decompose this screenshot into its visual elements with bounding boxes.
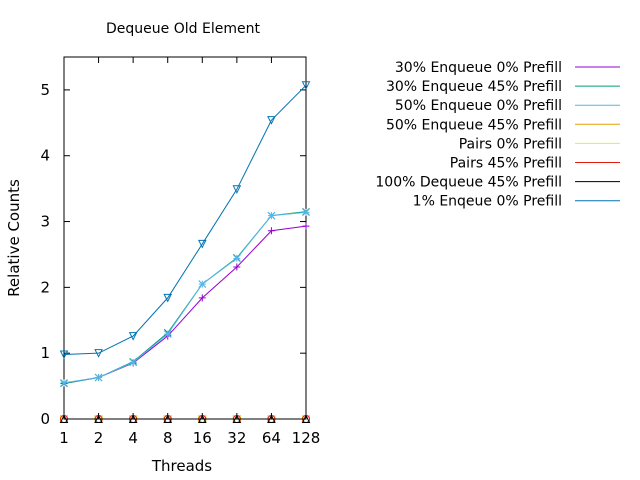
x-tick-label: 1 [59, 429, 69, 447]
y-tick-label: 5 [40, 81, 50, 99]
series-30-enqueue-0-prefill [60, 222, 310, 387]
series-50-enqueue-0-prefill [60, 208, 310, 387]
y-tick-label: 2 [40, 278, 50, 296]
x-tick-label: 32 [227, 429, 246, 447]
legend: 30% Enqueue 0% Prefill 30% Enqueue 45% Pr… [375, 60, 620, 210]
data-point [59, 350, 69, 360]
legend-label: 1% Enqeue 0% Prefill [413, 194, 562, 210]
legend-label: Pairs 45% Prefill [450, 156, 562, 172]
y-tick-labels: 0 1 2 3 4 5 [40, 81, 50, 428]
legend-label: Pairs 0% Prefill [459, 136, 562, 152]
data-point [94, 414, 103, 423]
data-point [233, 263, 241, 271]
series-line [63, 225, 307, 384]
data-point [232, 414, 242, 423]
chart-title: Dequeue Old Element [106, 21, 260, 37]
data-point [198, 280, 207, 288]
data-point [198, 294, 206, 302]
series-layer [59, 81, 311, 423]
x-tick-labels: 1 2 4 8 16 32 64 128 [59, 429, 320, 447]
data-point [163, 293, 173, 303]
data-point [197, 239, 207, 249]
legend-label: 50% Enqueue 45% Prefill [386, 117, 562, 133]
y-tick-label: 3 [40, 213, 50, 231]
series-30-enqueue-45-prefill [60, 207, 310, 388]
series-line [63, 211, 307, 384]
data-point [59, 414, 69, 423]
data-point [267, 227, 275, 235]
x-tick-label: 8 [163, 429, 173, 447]
data-point [267, 414, 276, 423]
data-point [163, 414, 173, 423]
data-point [232, 185, 242, 194]
x-tick-label: 128 [292, 429, 321, 447]
data-point [301, 414, 311, 423]
x-tick-label: 64 [262, 429, 281, 447]
legend-label: 50% Enqueue 0% Prefill [395, 98, 562, 114]
data-point [301, 81, 311, 90]
legend-label: 100% Dequeue 45% Prefill [375, 175, 562, 191]
x-tick-label: 16 [193, 429, 212, 447]
series-1-enqeue-0-prefill [59, 81, 311, 360]
series-line [63, 84, 307, 355]
data-point [94, 349, 103, 358]
y-tick-label: 4 [40, 147, 50, 165]
series-line [63, 211, 307, 384]
x-axis-label: Threads [151, 457, 212, 475]
data-point [163, 330, 172, 338]
data-point [60, 378, 68, 387]
legend-label: 30% Enqueue 0% Prefill [395, 60, 562, 76]
data-point [302, 208, 310, 217]
axis-ticks [63, 57, 307, 420]
data-point [267, 211, 276, 220]
data-point [233, 254, 241, 263]
data-point [128, 332, 138, 341]
data-point [267, 116, 276, 125]
data-point [197, 414, 207, 423]
data-point [94, 373, 103, 382]
plot-frame [63, 56, 307, 420]
x-tick-label: 2 [94, 429, 104, 447]
data-point [128, 414, 138, 423]
y-tick-label: 1 [40, 344, 50, 362]
y-axis-label: Relative Counts [5, 179, 23, 297]
series-100-dequeue-45-prefill [59, 414, 311, 423]
data-point [302, 222, 310, 230]
data-point [129, 358, 137, 367]
legend-label: 30% Enqueue 45% Prefill [386, 79, 562, 95]
x-tick-label: 4 [128, 429, 138, 447]
y-tick-label: 0 [40, 410, 50, 428]
